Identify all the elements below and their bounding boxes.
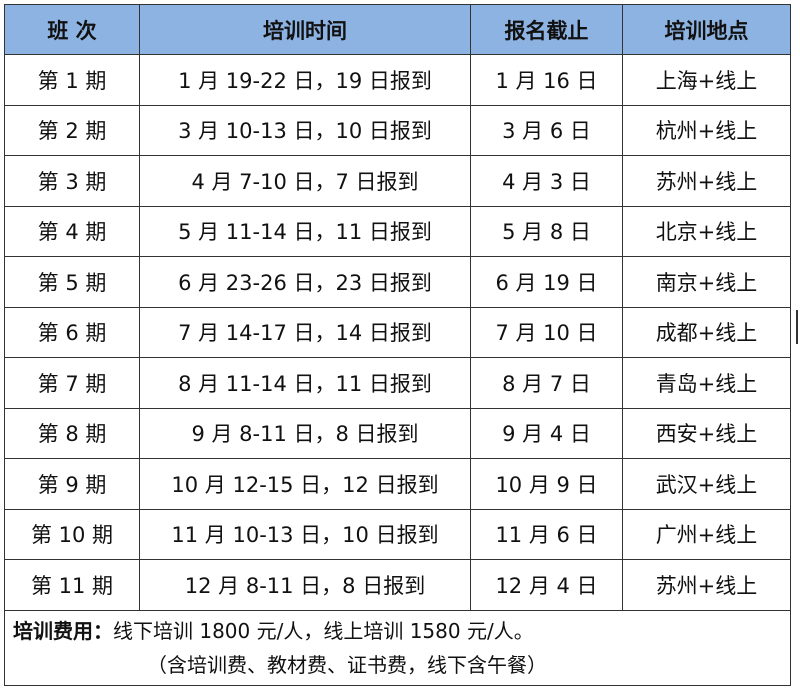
header-training-time: 培训时间 xyxy=(139,4,471,55)
cell-class: 第 11 期 xyxy=(4,559,140,611)
cell-class: 第 1 期 xyxy=(4,54,140,106)
cell-class: 第 7 期 xyxy=(4,357,140,409)
cell-class: 第 4 期 xyxy=(4,205,140,257)
cell-location: 成都+线上 xyxy=(622,306,791,358)
cell-class: 第 5 期 xyxy=(4,256,140,308)
cell-training-time: 1 月 19-22 日，19 日报到 xyxy=(139,54,471,106)
cell-deadline: 6 月 19 日 xyxy=(470,256,623,308)
header-row: 班 次 培训时间 报名截止 培训地点 xyxy=(4,4,791,55)
cell-class: 第 8 期 xyxy=(4,407,140,459)
cell-class: 第 9 期 xyxy=(4,458,140,510)
cell-training-time: 9 月 8-11 日，8 日报到 xyxy=(139,407,471,459)
cell-location: 苏州+线上 xyxy=(622,559,791,611)
cell-training-time: 11 月 10-13 日，10 日报到 xyxy=(139,508,471,560)
cell-training-time: 4 月 7-10 日，7 日报到 xyxy=(139,155,471,207)
cell-location: 西安+线上 xyxy=(622,407,791,459)
header-registration-deadline: 报名截止 xyxy=(470,4,623,55)
cell-deadline: 7 月 10 日 xyxy=(470,306,623,358)
cell-deadline: 8 月 7 日 xyxy=(470,357,623,409)
header-location: 培训地点 xyxy=(622,4,791,55)
cell-location: 上海+线上 xyxy=(622,54,791,106)
cell-training-time: 6 月 23-26 日，23 日报到 xyxy=(139,256,471,308)
cell-training-time: 5 月 11-14 日，11 日报到 xyxy=(139,205,471,257)
cell-deadline: 3 月 6 日 xyxy=(470,104,623,156)
cell-deadline: 5 月 8 日 xyxy=(470,205,623,257)
cell-training-time: 3 月 10-13 日，10 日报到 xyxy=(139,104,471,156)
cell-training-time: 7 月 14-17 日，14 日报到 xyxy=(139,306,471,358)
cell-location: 广州+线上 xyxy=(622,508,791,560)
fee-note: （含培训费、教材费、证书费，线下含午餐） xyxy=(147,652,547,677)
header-class: 班 次 xyxy=(4,4,140,55)
fee-cell: 培训费用：线下培训 1800 元/人，线上培训 1580 元/人。 （含培训费、… xyxy=(4,609,791,686)
fee-row: 培训费用：线下培训 1800 元/人，线上培训 1580 元/人。 （含培训费、… xyxy=(4,609,791,686)
fee-text: 线下培训 1800 元/人，线上培训 1580 元/人。 xyxy=(113,618,534,643)
page-edge-mark xyxy=(796,310,798,344)
cell-class: 第 3 期 xyxy=(4,155,140,207)
cell-class: 第 6 期 xyxy=(4,306,140,358)
table-row: 第 10 期 11 月 10-13 日，10 日报到 11 月 6 日广州+线上 xyxy=(4,508,791,560)
cell-location: 武汉+线上 xyxy=(622,458,791,510)
cell-deadline: 11 月 6 日 xyxy=(470,508,623,560)
cell-location: 南京+线上 xyxy=(622,256,791,308)
cell-class: 第 2 期 xyxy=(4,104,140,156)
cell-class: 第 10 期 xyxy=(4,508,140,560)
cell-location: 杭州+线上 xyxy=(622,104,791,156)
cell-deadline: 4 月 3 日 xyxy=(470,155,623,207)
fee-label: 培训费用： xyxy=(13,618,113,643)
cell-training-time: 12 月 8-11 日，8 日报到 xyxy=(139,559,471,611)
cell-training-time: 8 月 11-14 日，11 日报到 xyxy=(139,357,471,409)
cell-location: 青岛+线上 xyxy=(622,357,791,409)
cell-deadline: 10 月 9 日 xyxy=(470,458,623,510)
cell-deadline: 9 月 4 日 xyxy=(470,407,623,459)
table-row: 第 9 期 10 月 12-15 日，12 日报到 10 月 9 日武汉+线上 xyxy=(4,458,791,510)
cell-deadline: 12 月 4 日 xyxy=(470,559,623,611)
cell-deadline: 1 月 16 日 xyxy=(470,54,623,106)
table-row: 第 11 期 12 月 8-11 日，8 日报到 12 月 4 日苏州+线上 xyxy=(4,559,791,611)
cell-location: 苏州+线上 xyxy=(622,155,791,207)
cell-location: 北京+线上 xyxy=(622,205,791,257)
cell-training-time: 10 月 12-15 日，12 日报到 xyxy=(139,458,471,510)
